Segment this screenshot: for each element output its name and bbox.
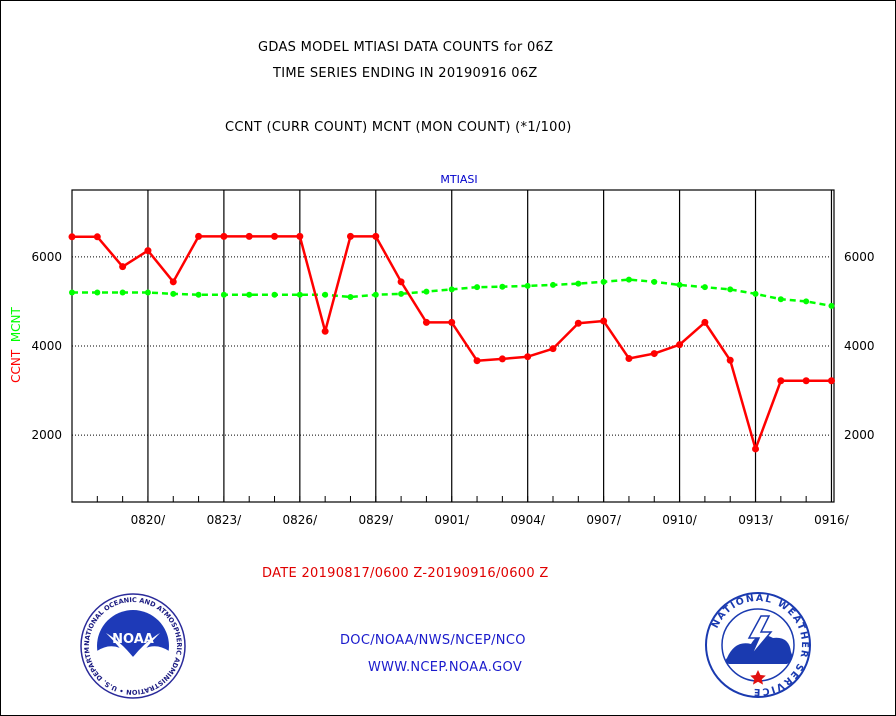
ccnt-point	[397, 278, 405, 286]
mcnt-point	[727, 286, 734, 293]
mcnt-point	[448, 286, 455, 293]
plot-frame	[71, 189, 835, 503]
chart-title-line1: GDAS MODEL MTIASI DATA COUNTS for 06Z	[258, 40, 554, 55]
org-label: DOC/NOAA/NWS/NCEP/NCO	[340, 633, 526, 648]
ccnt-point	[549, 345, 557, 353]
x-tick-label: 0904/	[510, 513, 546, 527]
ccnt-point	[448, 318, 456, 326]
x-tick-label: 0823/	[207, 513, 243, 527]
mcnt-point	[524, 282, 531, 289]
mcnt-point	[195, 291, 202, 298]
chart-title-line2: TIME SERIES ENDING IN 20190916 06Z	[273, 66, 538, 81]
mcnt-point	[119, 289, 126, 296]
mcnt-point	[69, 289, 75, 296]
mcnt-point	[144, 289, 151, 296]
mcnt-point	[499, 283, 506, 290]
x-tick-label: 0913/	[738, 513, 774, 527]
y-axis-label: CCNT MCNT	[9, 306, 23, 382]
x-tick-label: 0829/	[358, 513, 394, 527]
ccnt-point	[93, 233, 101, 241]
ccnt-point	[169, 278, 177, 286]
noaa-wordmark: NOAA	[112, 632, 154, 647]
ccnt-point	[346, 232, 354, 240]
x-tick-label: 0820/	[131, 513, 167, 527]
ccnt-point	[600, 317, 608, 325]
ccnt-point	[372, 232, 380, 240]
ccnt-point	[777, 377, 785, 385]
mcnt-point	[600, 278, 607, 285]
mcnt-point	[651, 278, 658, 285]
mcnt-point	[372, 291, 379, 298]
ccnt-point	[422, 318, 430, 326]
nws-logo: NATIONAL WEATHER SERVICE	[705, 592, 811, 698]
chart-subtitle: CCNT (CURR COUNT) MCNT (MON COUNT) (*1/1…	[225, 120, 572, 135]
y-axis-label-ccnt: CCNT	[9, 349, 23, 383]
ccnt-point	[296, 232, 304, 240]
y-axis-label-mcnt: MCNT	[9, 306, 23, 342]
y-tick-label-left: 4000	[31, 339, 62, 353]
ccnt-point	[195, 232, 203, 240]
mcnt-point	[296, 291, 303, 298]
mcnt-point	[777, 296, 784, 303]
y-tick-label-left: 6000	[31, 250, 62, 264]
mcnt-point	[347, 293, 354, 300]
x-tick-label: 0826/	[283, 513, 319, 527]
noaa-logo: NATIONAL OCEANIC AND ATMOSPHERIC ADMINIS…	[80, 593, 186, 699]
ccnt-point	[574, 319, 582, 327]
ccnt-point	[726, 356, 734, 364]
mcnt-point	[246, 291, 253, 298]
ccnt-point	[625, 354, 633, 362]
mcnt-point	[752, 290, 759, 297]
mcnt-point	[803, 298, 810, 305]
y-tick-label-right: 6000	[844, 250, 875, 264]
ccnt-point	[119, 263, 127, 271]
y-axis-label-gap	[9, 342, 23, 350]
ccnt-point	[524, 353, 532, 361]
ccnt-point	[827, 377, 835, 385]
mcnt-point	[625, 276, 632, 283]
ccnt-point	[321, 327, 329, 335]
ccnt-point	[701, 318, 709, 326]
ccnt-point	[676, 341, 684, 349]
date-range-label: DATE 20190817/0600 Z-20190916/0600 Z	[262, 566, 549, 581]
mcnt-point	[828, 302, 835, 309]
mcnt-point	[676, 281, 683, 288]
ccnt-point	[144, 247, 152, 255]
ccnt-point	[473, 357, 481, 365]
mcnt-point	[220, 291, 227, 298]
ccnt-point	[802, 377, 810, 385]
y-tick-label-right: 2000	[844, 428, 875, 442]
mcnt-point	[271, 291, 278, 298]
x-tick-label: 0907/	[586, 513, 622, 527]
mcnt-point	[398, 290, 405, 297]
ccnt-point	[752, 445, 760, 453]
ccnt-point	[498, 355, 506, 363]
website-link[interactable]: WWW.NCEP.NOAA.GOV	[368, 660, 523, 675]
x-tick-label: 0910/	[662, 513, 698, 527]
mcnt-point	[423, 288, 430, 295]
ccnt-point	[245, 232, 253, 240]
x-tick-label: 0916/	[814, 513, 850, 527]
panel-title: MTIASI	[440, 173, 477, 186]
mcnt-point	[575, 280, 582, 287]
mcnt-point	[701, 284, 708, 291]
ccnt-point	[650, 350, 658, 358]
mcnt-point	[322, 291, 329, 298]
ccnt-point	[220, 232, 228, 240]
mcnt-point	[94, 289, 101, 296]
y-tick-label-left: 2000	[31, 428, 62, 442]
ccnt-point	[68, 233, 76, 241]
ccnt-point	[271, 232, 279, 240]
x-tick-label: 0901/	[434, 513, 470, 527]
y-tick-label-right: 4000	[844, 339, 875, 353]
mcnt-point	[549, 281, 556, 288]
mcnt-point	[474, 284, 481, 291]
mcnt-point	[170, 290, 177, 297]
